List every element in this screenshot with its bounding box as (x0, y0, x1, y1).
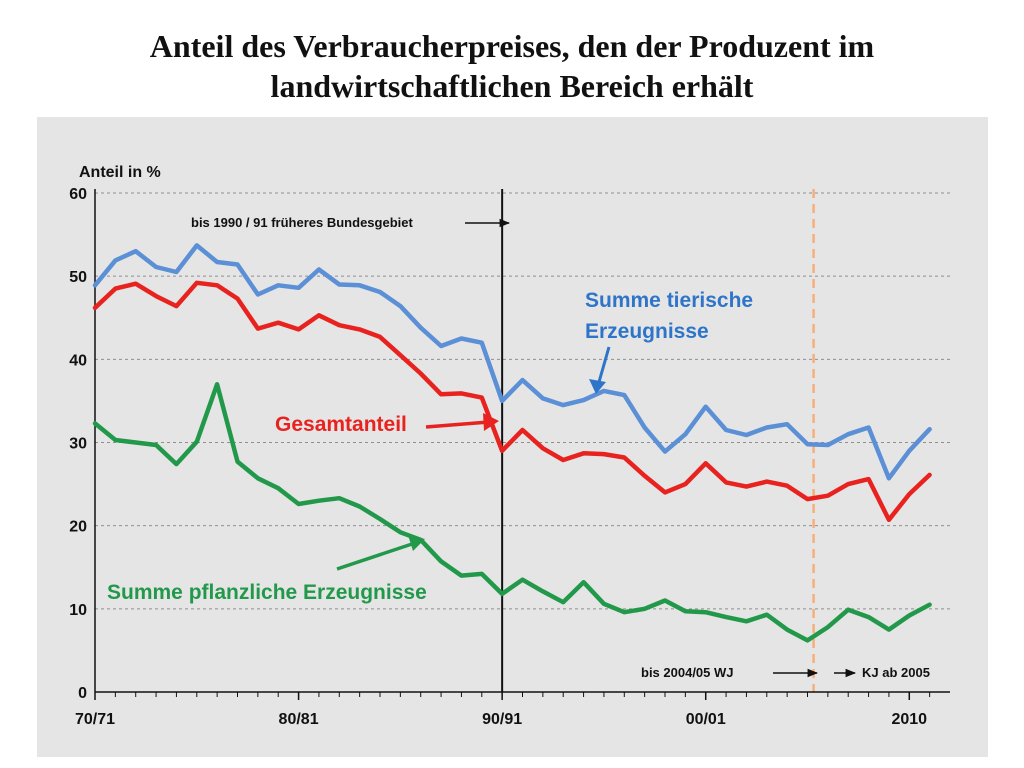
grid-lines (95, 192, 950, 610)
x-tick-label-00-01: 00/01 (686, 711, 726, 728)
annotation-kj: KJ ab 2005 (862, 665, 930, 680)
label-tierisch-line2: Erzeugnisse (585, 320, 709, 343)
x-tick-label-80-81: 80/81 (279, 711, 319, 728)
annotation-bundesgebiet: bis 1990 / 91 früheres Bundesgebiet (191, 215, 413, 230)
series-lines (92, 243, 932, 643)
line-chart: 0 10 20 30 40 50 60 70/71 80/81 90/91 00/01 2010 An… (69, 164, 950, 728)
chart-panel: 0 10 20 30 40 50 60 70/71 80/81 90/91 00/01 2010 An… (37, 117, 988, 757)
arrowhead-gesamt (483, 413, 499, 431)
y-tick-label-0: 0 (78, 685, 87, 702)
arrow-gesamt (425, 420, 490, 429)
y-axis-label: Anteil in % (79, 164, 161, 181)
x-tick-label-90-91: 90/91 (482, 711, 522, 728)
label-gesamt: Gesamtanteil (275, 413, 407, 436)
label-tierisch-line1: Summe tierische (585, 289, 753, 312)
period-dividers (501, 189, 815, 692)
title-line-1: Anteil des Verbraucherpreises, den der P… (149, 28, 875, 64)
y-tick-label-10: 10 (69, 602, 87, 619)
slide-title: Anteil des Verbraucherpreises, den der P… (0, 26, 1024, 106)
x-tick-label-2010: 2010 (891, 711, 927, 728)
label-pflanzlich: Summe pflanzliche Erzeugnisse (107, 581, 427, 604)
y-tick-label-50: 50 (69, 269, 87, 286)
y-tick-label-40: 40 (69, 352, 87, 369)
x-tick-label-70-71: 70/71 (75, 711, 115, 728)
arrowhead-pflanzlich (408, 535, 425, 551)
axes: 0 10 20 30 40 50 60 70/71 80/81 90/91 00/01 2010 (69, 186, 950, 728)
annotation-wj: bis 2004/05 WJ (641, 665, 734, 680)
series-line-pflanzlich (92, 382, 932, 643)
series-line-tierisch (92, 243, 932, 481)
y-tick-label-20: 20 (69, 519, 87, 536)
y-tick-label-30: 30 (69, 436, 87, 453)
arrowhead-tierisch (589, 379, 606, 394)
series-line-gesamt (92, 280, 932, 523)
title-line-2: landwirtschaftlichen Bereich erhält (270, 68, 754, 104)
arrow-pflanzlich (336, 541, 416, 571)
y-tick-label-60: 60 (69, 186, 87, 203)
